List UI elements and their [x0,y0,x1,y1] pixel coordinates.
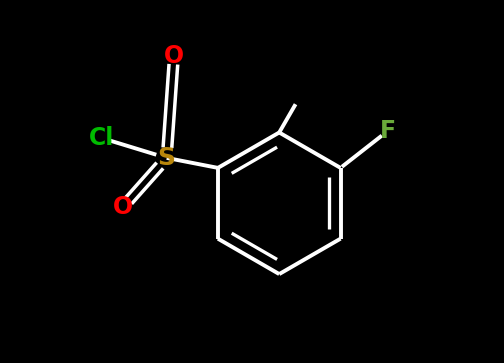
Text: F: F [380,119,396,143]
Text: S: S [158,146,176,170]
Text: O: O [113,195,133,219]
Text: O: O [164,44,184,68]
Text: Cl: Cl [89,126,114,150]
